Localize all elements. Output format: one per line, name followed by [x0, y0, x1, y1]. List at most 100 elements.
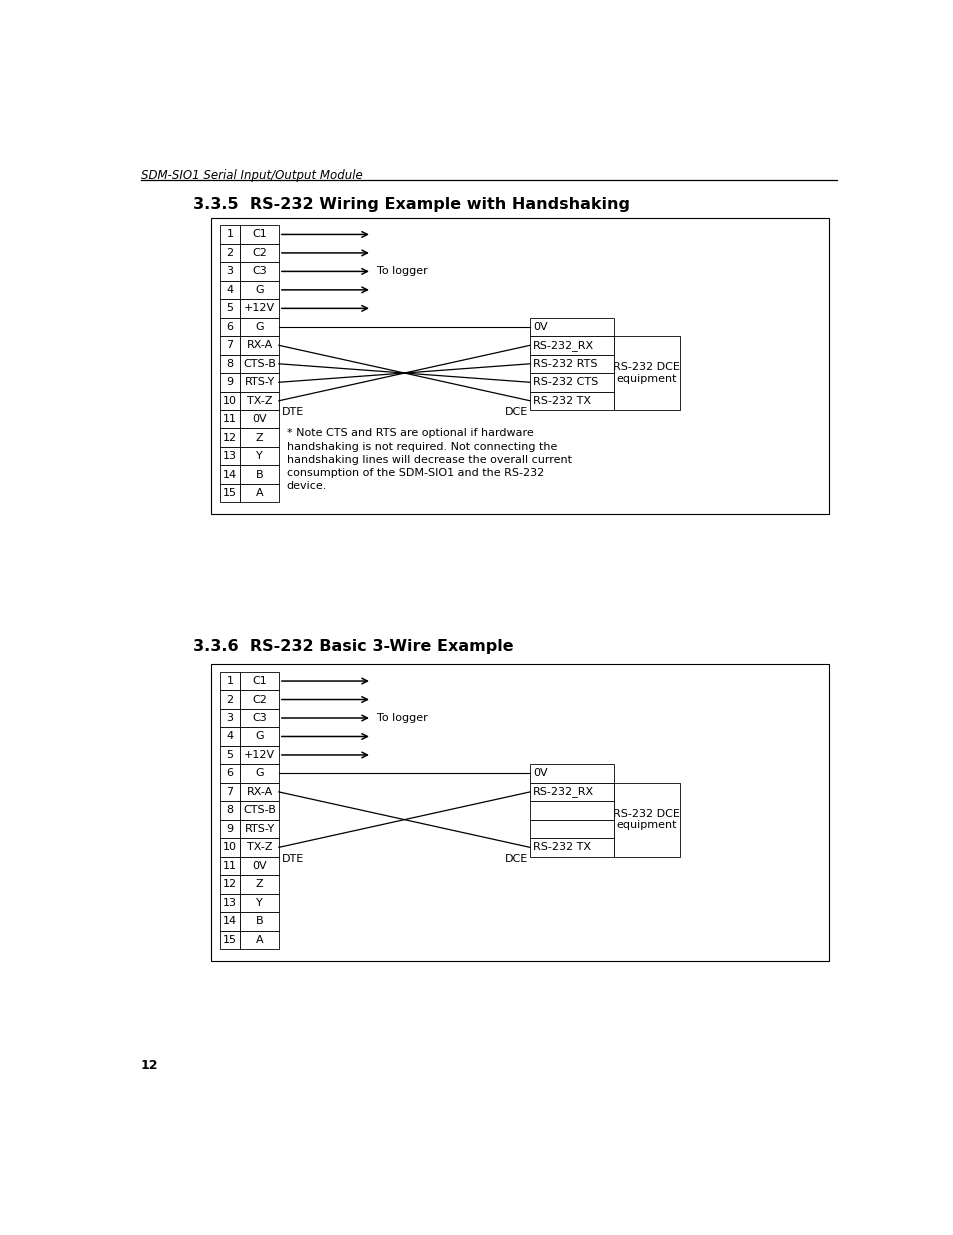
- Bar: [240, 746, 278, 764]
- Bar: [220, 373, 240, 391]
- Bar: [220, 262, 240, 280]
- Bar: [240, 484, 278, 503]
- Text: DTE: DTE: [282, 853, 304, 863]
- Bar: [240, 243, 278, 262]
- Bar: [530, 764, 613, 783]
- Bar: [240, 894, 278, 911]
- Bar: [240, 410, 278, 429]
- Bar: [220, 894, 240, 911]
- Bar: [220, 764, 240, 783]
- Text: 13: 13: [223, 451, 237, 461]
- Text: +12V: +12V: [244, 304, 274, 314]
- Bar: [240, 373, 278, 391]
- Text: Z: Z: [255, 432, 263, 442]
- Bar: [240, 709, 278, 727]
- Bar: [211, 664, 828, 961]
- Text: G: G: [255, 285, 264, 295]
- Text: 10: 10: [223, 395, 237, 406]
- Bar: [220, 317, 240, 336]
- Text: RTS-Y: RTS-Y: [244, 377, 274, 388]
- Text: 4: 4: [226, 731, 233, 741]
- Bar: [240, 930, 278, 948]
- Text: 3: 3: [227, 713, 233, 722]
- Text: 7: 7: [226, 341, 233, 351]
- Bar: [220, 243, 240, 262]
- Text: 2: 2: [226, 248, 233, 258]
- Text: TX-Z: TX-Z: [247, 842, 272, 852]
- Text: 7: 7: [226, 787, 233, 797]
- Text: G: G: [255, 731, 264, 741]
- Bar: [220, 930, 240, 948]
- Bar: [220, 280, 240, 299]
- Text: 15: 15: [223, 935, 237, 945]
- Bar: [220, 783, 240, 802]
- Bar: [613, 336, 679, 410]
- Bar: [240, 447, 278, 466]
- Bar: [240, 280, 278, 299]
- Text: +12V: +12V: [244, 750, 274, 760]
- Text: 6: 6: [227, 322, 233, 332]
- Bar: [220, 466, 240, 484]
- Text: 6: 6: [227, 768, 233, 778]
- Text: 3.3.6  RS-232 Basic 3-Wire Example: 3.3.6 RS-232 Basic 3-Wire Example: [193, 638, 513, 653]
- Text: 8: 8: [226, 805, 233, 815]
- Text: 0V: 0V: [252, 414, 267, 425]
- Bar: [220, 876, 240, 894]
- Bar: [240, 225, 278, 243]
- Text: G: G: [255, 768, 264, 778]
- Bar: [220, 839, 240, 857]
- Text: 14: 14: [223, 469, 237, 479]
- Text: 0V: 0V: [252, 861, 267, 871]
- Bar: [240, 839, 278, 857]
- Bar: [220, 336, 240, 354]
- Bar: [530, 373, 613, 391]
- Text: 1: 1: [227, 676, 233, 685]
- Bar: [240, 911, 278, 930]
- Text: 11: 11: [223, 414, 237, 425]
- Bar: [220, 429, 240, 447]
- Bar: [530, 783, 613, 802]
- Bar: [220, 820, 240, 839]
- Text: 12: 12: [141, 1060, 158, 1072]
- Text: 11: 11: [223, 861, 237, 871]
- Text: 0V: 0V: [533, 322, 547, 332]
- Bar: [240, 354, 278, 373]
- Text: 2: 2: [226, 694, 233, 704]
- Text: To logger: To logger: [377, 713, 428, 722]
- Bar: [240, 820, 278, 839]
- Bar: [220, 354, 240, 373]
- Text: RTS-Y: RTS-Y: [244, 824, 274, 834]
- Bar: [240, 262, 278, 280]
- Text: 10: 10: [223, 842, 237, 852]
- Text: RS-232 TX: RS-232 TX: [533, 395, 591, 406]
- Text: Y: Y: [256, 898, 263, 908]
- Bar: [220, 410, 240, 429]
- Text: 3.3.5  RS-232 Wiring Example with Handshaking: 3.3.5 RS-232 Wiring Example with Handsha…: [193, 196, 629, 211]
- Bar: [220, 225, 240, 243]
- Text: RS-232_RX: RS-232_RX: [533, 340, 594, 351]
- Text: SDM-SIO1 Serial Input/Output Module: SDM-SIO1 Serial Input/Output Module: [141, 169, 362, 182]
- Text: A: A: [255, 935, 263, 945]
- Bar: [220, 690, 240, 709]
- Bar: [530, 391, 613, 410]
- Bar: [240, 783, 278, 802]
- Bar: [220, 709, 240, 727]
- Text: RS-232 CTS: RS-232 CTS: [533, 377, 598, 388]
- Bar: [240, 299, 278, 317]
- Text: DTE: DTE: [282, 406, 304, 417]
- Text: 15: 15: [223, 488, 237, 498]
- Bar: [240, 317, 278, 336]
- Bar: [220, 727, 240, 746]
- Bar: [240, 336, 278, 354]
- Text: G: G: [255, 322, 264, 332]
- Text: 5: 5: [227, 750, 233, 760]
- Bar: [530, 820, 613, 839]
- Text: 9: 9: [226, 824, 233, 834]
- Text: RS-232 RTS: RS-232 RTS: [533, 359, 597, 369]
- Text: RS-232 DCE
equipment: RS-232 DCE equipment: [613, 362, 679, 384]
- Text: 1: 1: [227, 230, 233, 240]
- Bar: [211, 217, 828, 514]
- Text: CTS-B: CTS-B: [243, 359, 275, 369]
- Text: 9: 9: [226, 377, 233, 388]
- Bar: [220, 299, 240, 317]
